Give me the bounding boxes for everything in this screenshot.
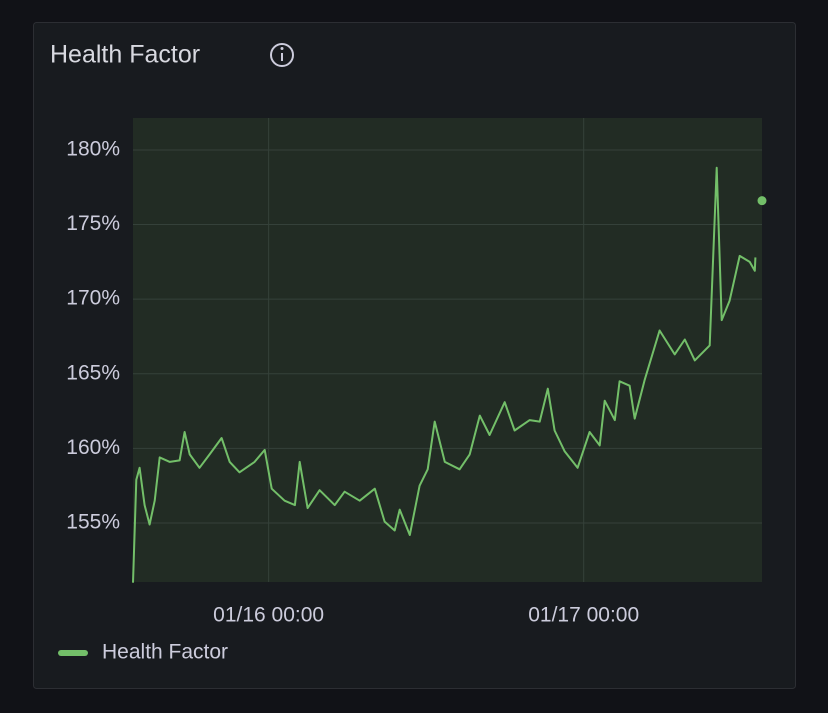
y-tick-label: 165%	[66, 361, 120, 384]
x-tick-label: 01/16 00:00	[213, 604, 324, 627]
legend-swatch	[58, 650, 88, 656]
y-tick-label: 155%	[66, 511, 120, 534]
x-tick-label: 01/17 00:00	[528, 604, 639, 627]
info-icon[interactable]	[270, 43, 294, 67]
y-tick-label: 170%	[66, 287, 120, 310]
plot-area	[133, 118, 762, 582]
line	[132, 166, 757, 583]
legend-label: Health Factor	[102, 641, 228, 664]
data-point	[757, 196, 767, 206]
chart-title: Health Factor	[50, 41, 200, 69]
y-tick-label: 160%	[66, 436, 120, 459]
y-tick-label: 180%	[66, 137, 120, 160]
y-tick-label: 175%	[66, 212, 120, 235]
